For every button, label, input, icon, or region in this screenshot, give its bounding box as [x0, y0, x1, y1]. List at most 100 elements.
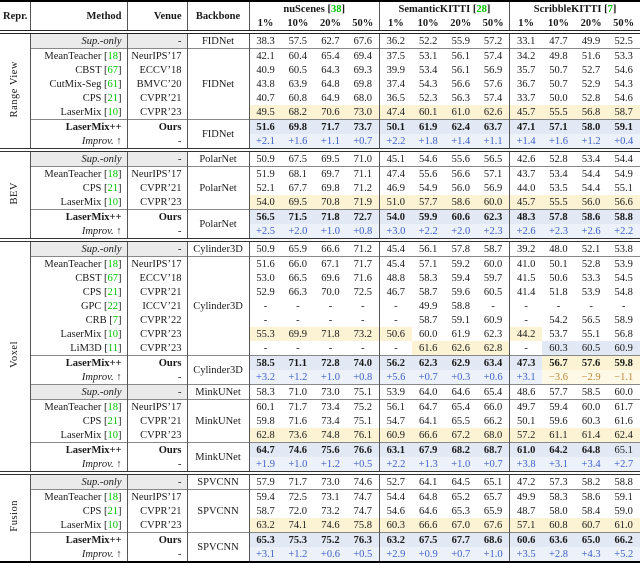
data-cell: 58.7 — [607, 105, 640, 120]
venue-cell: Ours — [126, 532, 188, 547]
data-cell: 61.4 — [574, 428, 608, 443]
data-cell: 67.2 — [444, 428, 478, 443]
data-cell: +0.7 — [444, 547, 478, 562]
data-cell: 68.0 — [477, 428, 510, 443]
venue-cell: - — [126, 457, 188, 473]
backbone-cell: FIDNet — [187, 30, 250, 49]
split-header: 1% — [509, 17, 543, 34]
table-row: CBST [67] ECCV’18 53.0 66.5 69.6 71.6 48.8 58.3… — [0, 271, 640, 285]
data-cell: 69.8 — [281, 119, 315, 134]
backbone-cell: SPVCNN — [187, 532, 250, 562]
split-header: 1% — [378, 17, 412, 34]
data-cell: 57.3 — [542, 471, 575, 490]
split-header: 10% — [411, 17, 445, 34]
data-cell: 65.9 — [281, 238, 315, 257]
data-cell: 73.0 — [314, 471, 347, 490]
data-cell: 50.6 — [549, 272, 568, 284]
data-cell: 52.7 — [378, 471, 412, 490]
data-cell: 71.1 — [281, 355, 315, 370]
data-cell: 58.7 — [418, 314, 438, 326]
citation-ref: 18 — [107, 168, 119, 180]
data-cell: 75.3 — [281, 532, 315, 547]
citation-ref: 10 — [107, 106, 119, 118]
data-cell: 56.7 — [542, 355, 575, 370]
data-cell: 71.6 — [353, 272, 372, 284]
table-row: CutMix-Seg [61] BMVC’20 43.8 63.9 64.8 69.8 37… — [0, 77, 640, 91]
data-cell: 58.4 — [581, 505, 601, 517]
data-cell: 54.2 — [549, 314, 568, 326]
data-cell: - — [509, 341, 543, 356]
venue-cell: CVPR’21 — [126, 181, 188, 195]
data-cell: 58.8 — [607, 209, 640, 224]
data-cell: 53.9 — [378, 384, 412, 400]
data-cell: +3.1 — [509, 370, 543, 385]
data-cell: +2.6 — [509, 224, 543, 240]
data-cell: 54.3 — [614, 78, 633, 90]
data-cell: 62.6 — [477, 105, 510, 120]
data-cell: 47.1 — [509, 119, 543, 134]
dataset-name: nuScenes — [283, 4, 325, 15]
data-cell: 58.7 — [477, 238, 510, 257]
data-cell: 67.7 — [444, 532, 478, 547]
data-cell: 67.6 — [346, 30, 380, 49]
data-cell: 57.4 — [483, 92, 503, 104]
data-cell: 45.7 — [509, 105, 543, 120]
data-cell: 59.4 — [451, 272, 470, 284]
data-cell: - — [361, 314, 365, 326]
split-header: 50% — [477, 17, 510, 34]
col-header-backbone: Backbone — [187, 1, 250, 34]
table-body: Range View Sup.-only - FIDNet 38.3 57.5 62.7 67… — [0, 30, 640, 562]
split-header: 1% — [249, 17, 282, 34]
data-cell: 59.9 — [411, 209, 445, 224]
venue-cell: CVPR’21 — [126, 285, 188, 299]
data-cell: 43.8 — [256, 78, 275, 90]
data-cell: 64.6 — [418, 505, 438, 517]
data-cell: 60.6 — [444, 209, 478, 224]
venue-cell: CVPR’22 — [126, 313, 188, 327]
venue-cell: Ours — [126, 209, 188, 224]
repr-label: Voxel — [9, 341, 21, 368]
venue-cell: NeurIPS’17 — [126, 48, 188, 63]
data-cell: 57.8 — [542, 209, 575, 224]
data-cell: - — [556, 300, 561, 312]
data-cell: 41.0 — [509, 256, 543, 271]
data-cell: 58.7 — [256, 505, 275, 517]
data-cell: - — [328, 300, 333, 312]
venue-cell: NeurIPS’17 — [126, 399, 188, 414]
table-row: LiM3D [11] CVPR’23- - - - -61.6 62.6 62.8-60.3 6… — [0, 341, 640, 356]
table-row: Improv. ↑ - +3.1 +1.2 +0.6 +0.5 +2.9 +0.9 +0.7 +1… — [0, 547, 640, 562]
data-cell: 56.1 — [451, 64, 470, 76]
data-cell: 64.8 — [321, 78, 340, 90]
venue-cell: CVPR’23 — [126, 518, 188, 533]
data-cell: 57.2 — [477, 30, 510, 49]
data-cell: 64.9 — [321, 92, 340, 104]
data-cell: 52.9 — [581, 78, 601, 90]
data-cell: 40.9 — [256, 64, 275, 76]
repr-cell: BEV — [0, 148, 31, 240]
data-cell: +1.6 — [281, 134, 315, 150]
data-cell: 62.8 — [477, 341, 510, 356]
data-cell: +3.4 — [574, 457, 608, 473]
data-cell: 59.8 — [256, 415, 275, 427]
data-cell: 59.4 — [542, 399, 575, 414]
data-cell: 70.8 — [314, 195, 347, 210]
method-cell: LaserMix [10] — [29, 518, 127, 533]
table-row: LaserMix++ Ours MinkUNet 64.7 74.6 75.6 76.6 63… — [0, 442, 640, 473]
data-cell: 40.7 — [256, 92, 275, 104]
data-cell: 60.3 — [542, 341, 575, 356]
data-cell: 57.9 — [249, 471, 282, 490]
data-cell: +2.3 — [477, 224, 510, 240]
repr-label: BEV — [9, 181, 21, 205]
data-cell: 50.1 — [509, 414, 543, 428]
citation-ref: 21 — [107, 92, 119, 104]
venue-cell: NeurIPS’17 — [126, 166, 188, 181]
data-cell: 60.7 — [574, 518, 608, 533]
data-cell: +2.2 — [607, 224, 640, 240]
data-cell: 48.8 — [378, 271, 412, 285]
data-cell: 56.6 — [607, 195, 640, 210]
data-cell: - — [621, 300, 626, 312]
data-cell: 55.1 — [581, 328, 601, 340]
data-cell: 63.7 — [477, 119, 510, 134]
data-cell: - — [328, 314, 333, 326]
venue-cell: - — [126, 471, 188, 490]
